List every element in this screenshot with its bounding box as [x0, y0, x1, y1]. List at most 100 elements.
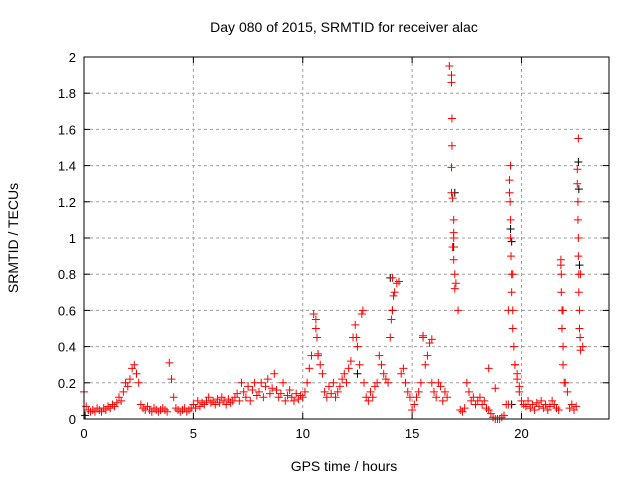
- srmtid-point: [115, 393, 123, 402]
- srmtid-point: [557, 306, 566, 315]
- srmtid-point: [290, 396, 298, 405]
- srmtid-point: [559, 342, 568, 351]
- srmtid-point: [506, 161, 515, 170]
- srmtid-point: [281, 396, 290, 405]
- srmtid-point: [233, 389, 242, 398]
- srmtid-point: [106, 404, 115, 413]
- srmtid-point: [274, 393, 283, 402]
- srmtid-point: [449, 228, 458, 237]
- y-tick-label: 0.6: [58, 303, 76, 318]
- srmtid-secondary-point: [507, 237, 516, 246]
- srmtid-point: [364, 396, 373, 405]
- srmtid-point: [557, 288, 566, 297]
- srmtid-point: [449, 215, 458, 224]
- srmtid-point: [150, 404, 158, 413]
- srmtid-point: [366, 387, 375, 396]
- srmtid-point: [432, 393, 441, 402]
- srmtid-point: [565, 404, 574, 413]
- srmtid-secondary-point: [574, 185, 583, 194]
- srmtid-point: [543, 405, 552, 414]
- srmtid-point: [505, 176, 514, 185]
- srmtid-point: [257, 378, 266, 387]
- srmtid-point: [121, 378, 130, 387]
- srmtid-point: [506, 197, 515, 206]
- srmtid-point: [478, 400, 487, 409]
- srmtid-point: [576, 346, 585, 355]
- srmtid-secondary-point: [575, 261, 584, 270]
- srmtid-point: [384, 378, 393, 387]
- srmtid-point: [206, 398, 215, 407]
- srmtid-point: [272, 386, 281, 395]
- srmtid-point: [573, 215, 582, 224]
- srmtid-point: [557, 324, 566, 333]
- srmtid-point: [552, 404, 561, 413]
- srmtid-point: [410, 400, 419, 409]
- srmtid-point: [379, 369, 388, 378]
- srmtid-point: [508, 306, 517, 315]
- srmtid-point: [484, 364, 493, 373]
- srmtid-point: [427, 335, 436, 344]
- srmtid-point: [532, 398, 541, 407]
- srmtid-point: [554, 405, 563, 414]
- srmtid-point: [263, 375, 272, 384]
- srmtid-point: [377, 360, 386, 369]
- srmtid-point: [447, 163, 456, 172]
- srmtid-point: [329, 378, 338, 387]
- srmtid-point: [314, 349, 323, 358]
- srmtid-point: [255, 387, 263, 396]
- srmtid-point: [375, 351, 384, 360]
- srmtid-point: [507, 252, 515, 261]
- srmtid-point: [185, 405, 193, 414]
- srmtid-point: [276, 389, 285, 398]
- x-axis-label: GPS time / hours: [291, 458, 398, 474]
- srmtid-point: [320, 387, 329, 396]
- srmtid-point: [311, 315, 320, 324]
- y-tick-label: 0.8: [58, 267, 76, 282]
- srmtid-point: [390, 288, 399, 297]
- srmtid-point: [340, 369, 349, 378]
- x-axis-ticks: 0 5 10 15 20: [80, 57, 529, 441]
- srmtid-point: [316, 360, 325, 369]
- y-tick-label: 0: [69, 412, 76, 427]
- srmtid-point: [215, 398, 224, 407]
- y-tick-label: 0.4: [58, 340, 76, 355]
- srmtid-point: [401, 378, 410, 387]
- srmtid-point: [237, 378, 246, 387]
- srmtid-point: [447, 78, 456, 87]
- srmtid-point: [438, 396, 447, 405]
- srmtid-point: [352, 333, 361, 342]
- srmtid-point: [408, 405, 417, 414]
- srmtid-point: [387, 315, 396, 324]
- srmtid-point: [171, 404, 180, 413]
- srmtid-point: [193, 396, 202, 405]
- srmtid-point: [283, 391, 292, 400]
- srmtid-point: [110, 402, 119, 411]
- srmtid-point: [448, 243, 457, 252]
- srmtid-point: [169, 393, 178, 402]
- srmtid-point: [318, 369, 327, 378]
- srmtid-point: [508, 324, 517, 333]
- srmtid-point: [389, 291, 398, 300]
- srmtid-point: [279, 378, 288, 387]
- srmtid-point: [504, 400, 513, 409]
- srmtid-point: [292, 389, 301, 398]
- srmtid-secondary-point: [506, 224, 515, 233]
- srmtid-point: [573, 179, 582, 188]
- srmtid-point: [574, 252, 583, 261]
- srmtid-point: [370, 382, 379, 391]
- srmtid-point: [484, 405, 493, 414]
- srmtid-point: [285, 386, 294, 395]
- srmtid-point: [123, 382, 132, 391]
- srmtid-point: [117, 396, 126, 405]
- srmtid-point: [355, 360, 364, 369]
- y-tick-label: 1.4: [58, 159, 76, 174]
- srmtid-point: [136, 400, 145, 409]
- srmtid-point: [333, 387, 342, 396]
- srmtid-point: [513, 369, 522, 378]
- srmtid-point: [154, 407, 163, 416]
- srmtid-secondary-point: [574, 157, 583, 166]
- srmtid-point: [163, 407, 172, 416]
- srmtid-point: [574, 134, 583, 143]
- srmtid-point: [560, 378, 569, 387]
